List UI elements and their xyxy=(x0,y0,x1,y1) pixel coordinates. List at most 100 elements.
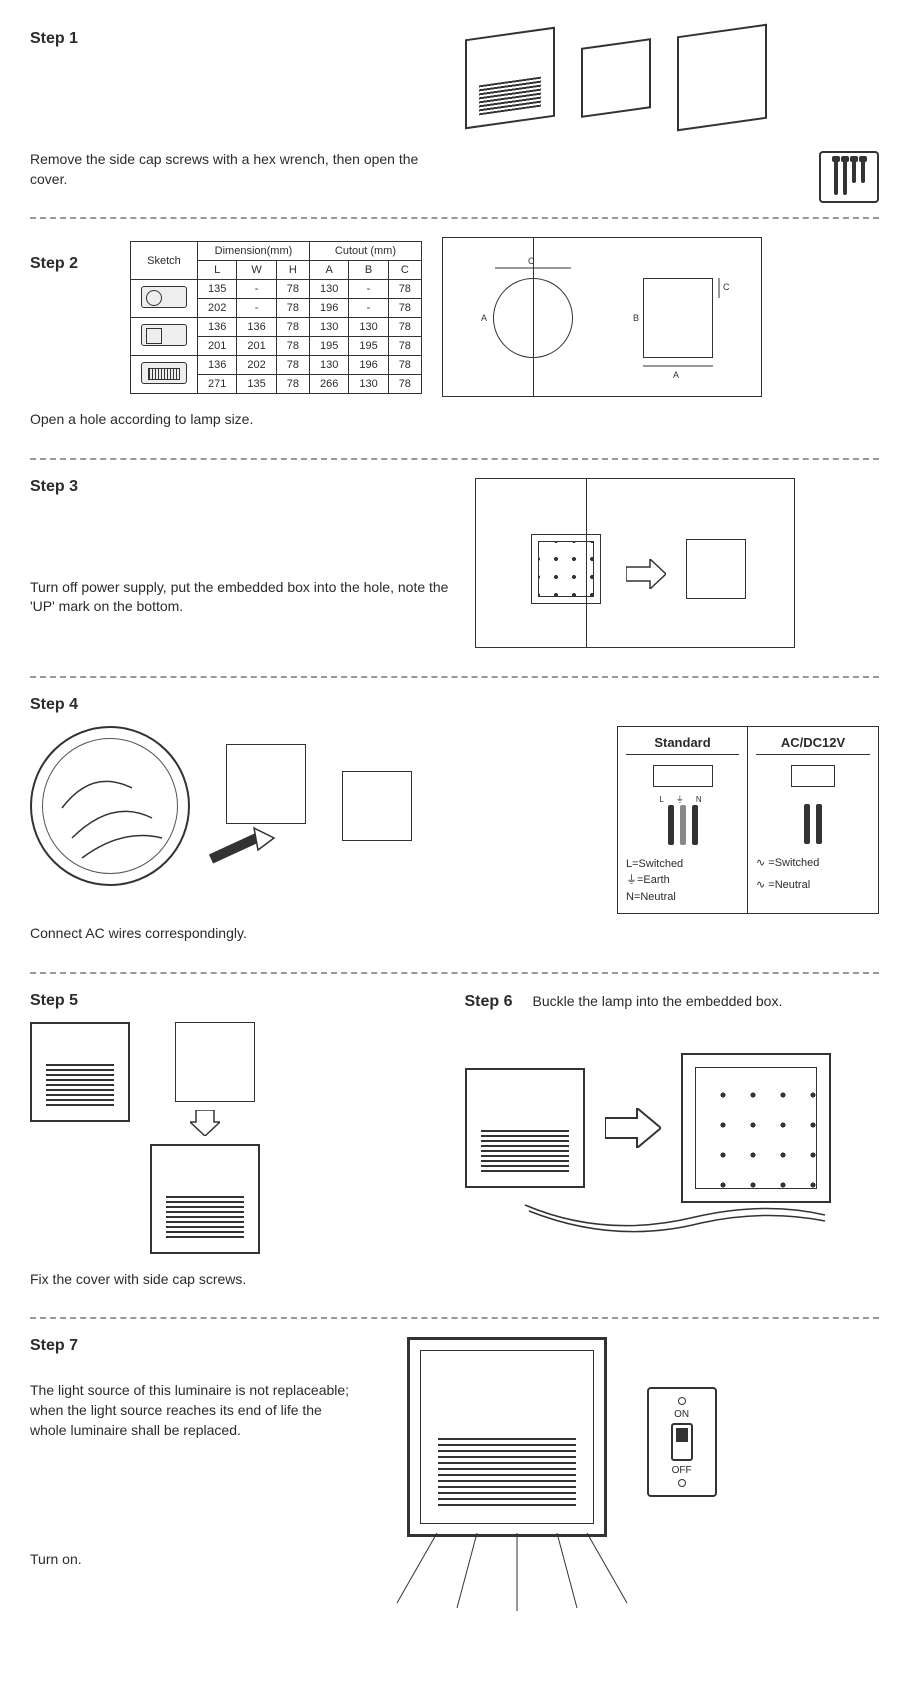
cell-A: 130 xyxy=(309,280,348,299)
switch-on-label: ON xyxy=(674,1409,689,1420)
cell-B: 196 xyxy=(349,356,388,375)
th-A: A xyxy=(309,261,348,280)
step-1: Step 1 Remove the side cap screws with a… xyxy=(30,20,879,209)
step-1-note: Remove the side cap screws with a hex wr… xyxy=(30,150,445,189)
cell-W: 202 xyxy=(237,356,276,375)
cell-A: 195 xyxy=(309,337,348,356)
step-3-note: Turn off power supply, put the embedded … xyxy=(30,578,455,617)
cell-C: 78 xyxy=(388,375,421,394)
arrow-icon xyxy=(206,824,296,864)
step-2-title: Step 2 xyxy=(30,255,110,273)
terminal-block-icon xyxy=(791,765,835,787)
divider xyxy=(30,1317,879,1319)
step-5-6: Step 5 Fix the cover with side cap screw… xyxy=(30,982,879,1310)
step4-module-illustration xyxy=(226,744,306,824)
dim-A2: A xyxy=(673,370,679,380)
wiring-lowvolt: AC/DC12V ∿ =Switched ∿ =Neutral xyxy=(748,727,878,914)
cell-L: 271 xyxy=(198,375,237,394)
step-7: Step 7 The light source of this luminair… xyxy=(30,1327,879,1589)
cable-illustration xyxy=(465,1199,865,1239)
step-4-note: Connect AC wires correspondingly. xyxy=(30,924,879,944)
lamp-front-illustration xyxy=(465,1068,585,1188)
step-7-note: Turn on. xyxy=(30,1550,387,1570)
cell-C: 78 xyxy=(388,299,421,318)
cell-W: 135 xyxy=(237,375,276,394)
step-5-note: Fix the cover with side cap screws. xyxy=(30,1270,445,1290)
cell-W: 136 xyxy=(237,318,276,337)
wall-hole-icon xyxy=(686,539,746,599)
cell-C: 78 xyxy=(388,356,421,375)
lamp-on-illustration xyxy=(407,1337,607,1537)
legend-N: N=Neutral xyxy=(626,889,739,906)
cell-H: 78 xyxy=(276,299,309,318)
th-L: L xyxy=(198,261,237,280)
sketch-mini-icon xyxy=(141,362,187,384)
dim-B: B xyxy=(633,313,639,323)
power-switch-illustration: ON OFF xyxy=(647,1387,717,1497)
sketch-mini-icon xyxy=(141,286,187,308)
legend-lv-s: ∿ =Switched xyxy=(756,855,870,872)
cell-W: - xyxy=(237,299,276,318)
step-6-note: Buckle the lamp into the embedded box. xyxy=(533,992,783,1012)
legend-E: ⏚=Earth xyxy=(626,872,739,889)
cell-L: 202 xyxy=(198,299,237,318)
cell-B: 195 xyxy=(349,337,388,356)
th-C: C xyxy=(388,261,421,280)
table-row: 135-78130-78 xyxy=(131,280,422,299)
lamp-front-illustration xyxy=(30,1022,130,1122)
legend-lv-n: ∿ =Neutral xyxy=(756,877,870,894)
terminal-labels: L⏚N xyxy=(634,794,739,805)
step-2-note: Open a hole according to lamp size. xyxy=(30,410,879,430)
cell-L: 136 xyxy=(198,356,237,375)
th-W: W xyxy=(237,261,276,280)
sketch-mini-icon xyxy=(141,324,187,346)
cell-B: 130 xyxy=(349,318,388,337)
divider xyxy=(30,676,879,678)
step-5-title: Step 5 xyxy=(30,992,445,1010)
cell-H: 78 xyxy=(276,280,309,299)
step-1-title: Step 1 xyxy=(30,30,445,48)
cell-H: 78 xyxy=(276,318,309,337)
step4-wiring-zoom xyxy=(30,726,190,886)
cell-A: 130 xyxy=(309,318,348,337)
embedded-box-icon xyxy=(531,534,601,604)
arrow-down-icon xyxy=(190,1110,220,1136)
cell-A: 196 xyxy=(309,299,348,318)
step-7-title: Step 7 xyxy=(30,1337,387,1355)
sketch-cell xyxy=(131,356,198,394)
th-sketch: Sketch xyxy=(131,242,198,280)
dimension-table: Sketch Dimension(mm) Cutout (mm) L W H A… xyxy=(130,241,422,394)
step1-lamp-illustration xyxy=(465,26,555,129)
th-cut: Cutout (mm) xyxy=(309,242,421,261)
cell-H: 78 xyxy=(276,337,309,356)
cell-W: - xyxy=(237,280,276,299)
sketch-cell xyxy=(131,280,198,318)
divider xyxy=(30,458,879,460)
cell-B: - xyxy=(349,299,388,318)
th-H: H xyxy=(276,261,309,280)
step-3: Step 3 Turn off power supply, put the em… xyxy=(30,468,879,668)
step4-box-illustration xyxy=(342,771,412,841)
cell-C: 78 xyxy=(388,337,421,356)
terminal-block-icon xyxy=(653,765,713,787)
cell-B: - xyxy=(349,280,388,299)
cell-H: 78 xyxy=(276,356,309,375)
cell-C: 78 xyxy=(388,318,421,337)
th-B: B xyxy=(349,261,388,280)
step-3-title: Step 3 xyxy=(30,478,455,496)
switch-toggle-icon xyxy=(671,1423,693,1461)
dim-C2: C xyxy=(723,282,730,292)
wiring-standard-title: Standard xyxy=(626,735,739,755)
step-6-title: Step 6 xyxy=(465,993,513,1011)
step-4: Step 4 Standard L⏚N L=Switched ⏚=Earth N xyxy=(30,686,879,964)
cell-B: 130 xyxy=(349,375,388,394)
step-2: Step 2 Sketch Dimension(mm) Cutout (mm) … xyxy=(30,227,879,450)
table-row: 1362027813019678 xyxy=(131,356,422,375)
wiring-standard: Standard L⏚N L=Switched ⏚=Earth N=Neutra… xyxy=(618,727,748,914)
dim-A: A xyxy=(481,313,487,323)
arrow-right-icon xyxy=(605,1108,661,1148)
divider xyxy=(30,217,879,219)
module-illustration xyxy=(175,1022,255,1102)
step2-cutout-diagram: A C B A C xyxy=(442,237,762,397)
cell-H: 78 xyxy=(276,375,309,394)
